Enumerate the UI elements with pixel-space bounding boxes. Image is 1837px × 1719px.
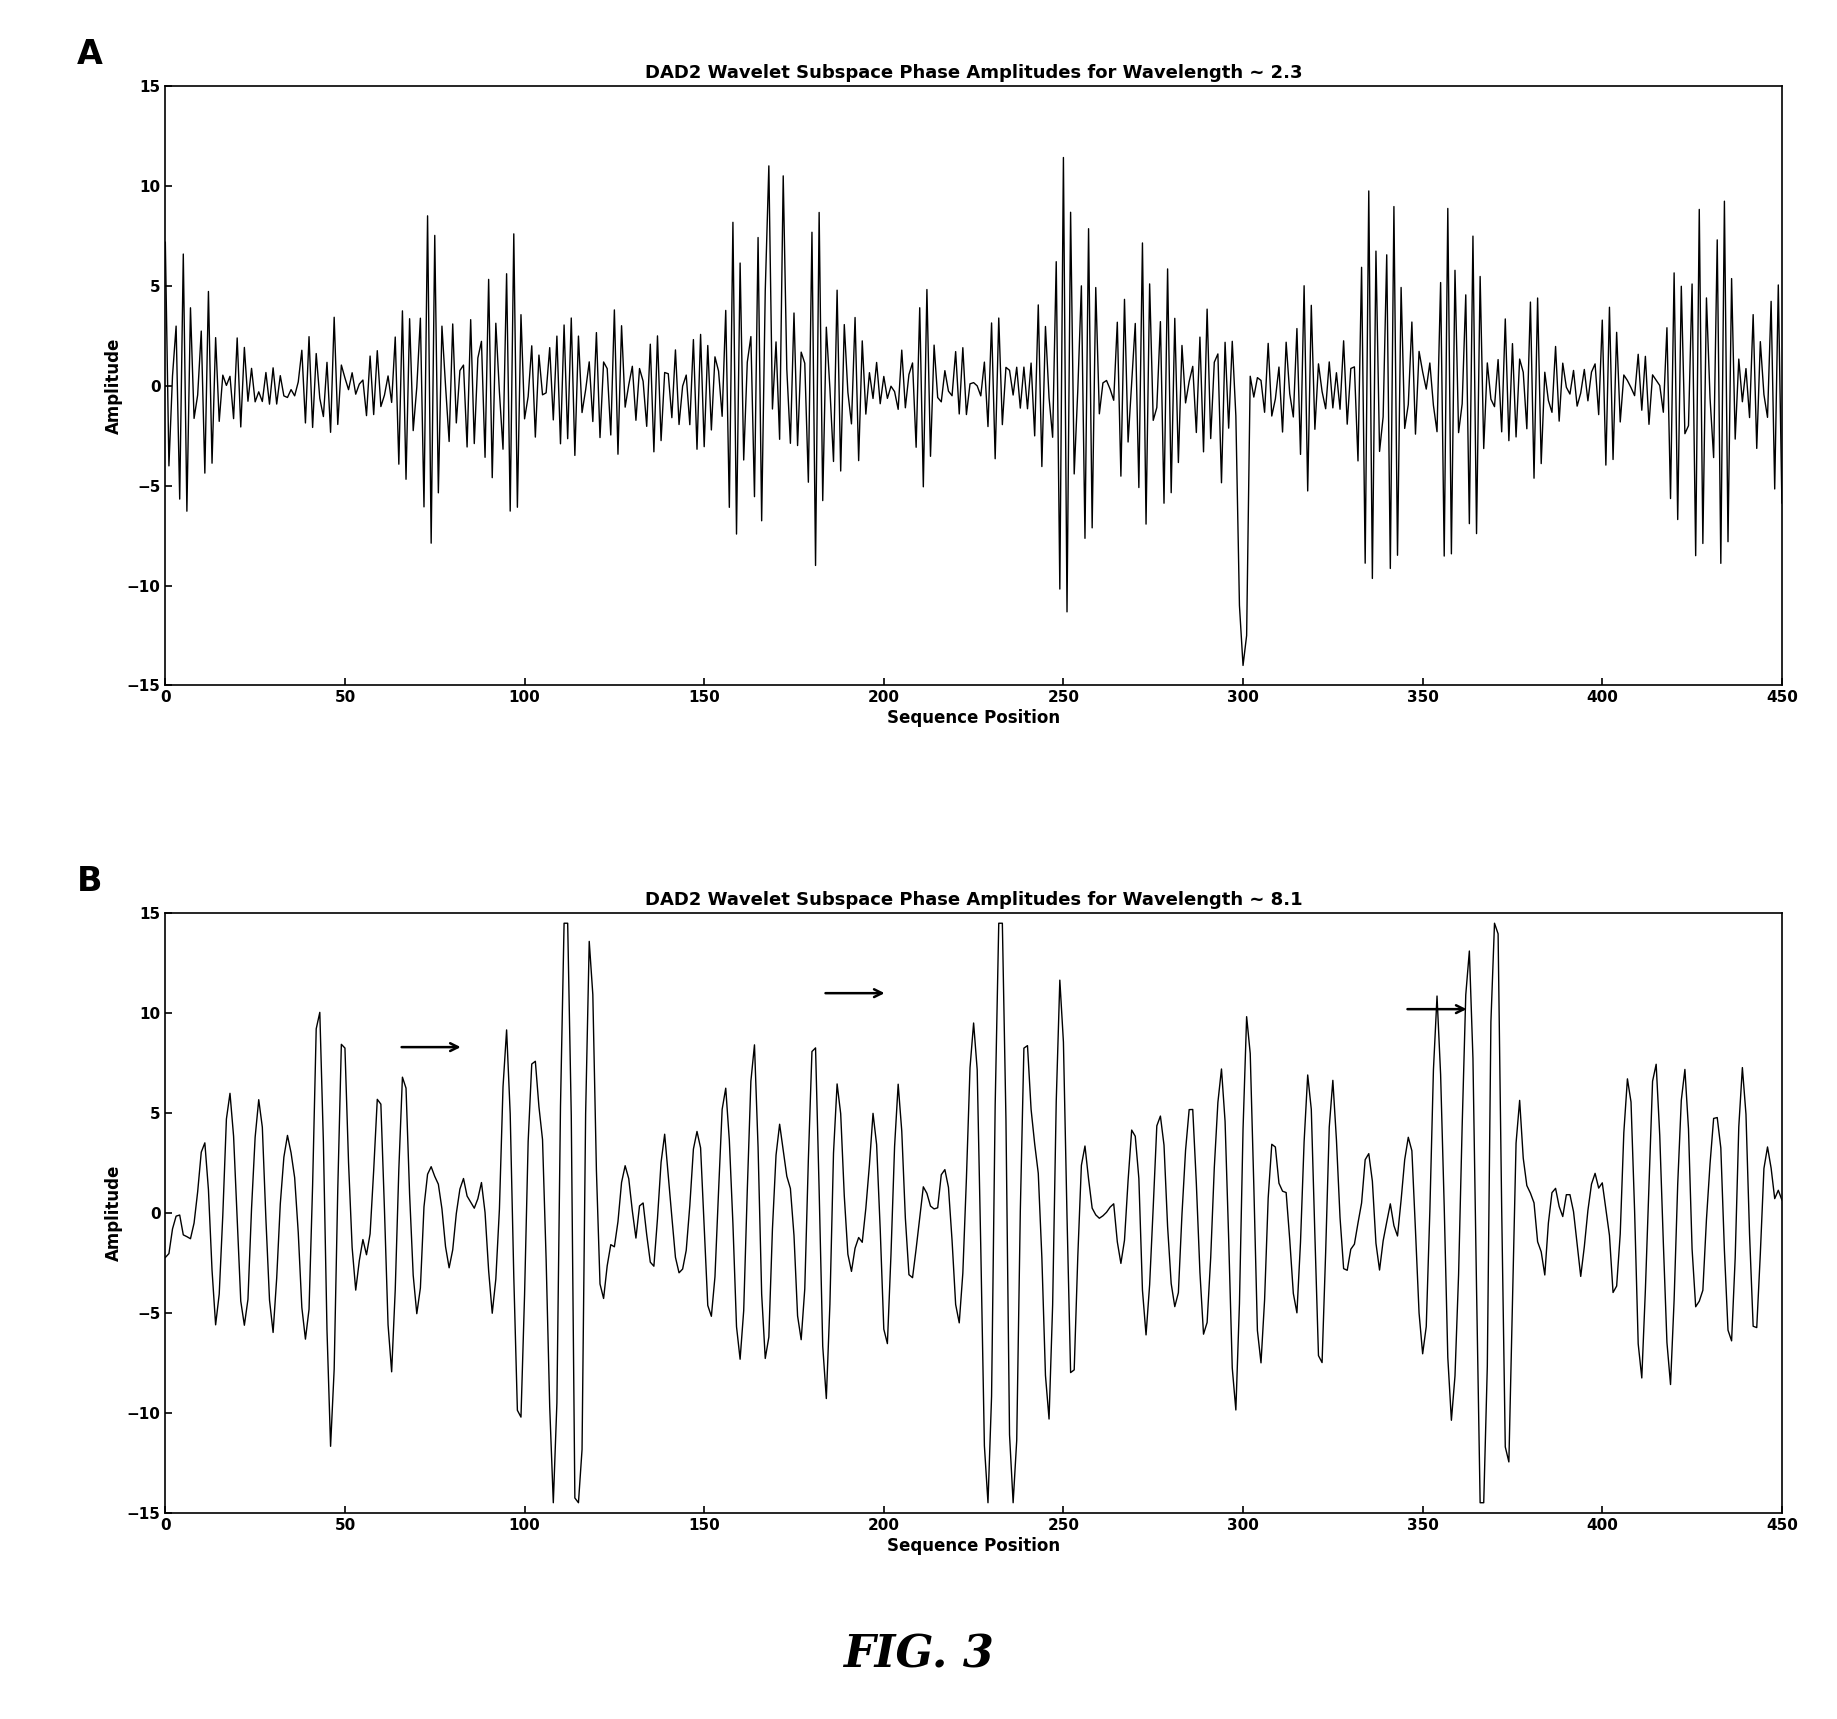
X-axis label: Sequence Position: Sequence Position — [887, 710, 1060, 727]
Title: DAD2 Wavelet Subspace Phase Amplitudes for Wavelength ~ 2.3: DAD2 Wavelet Subspace Phase Amplitudes f… — [645, 64, 1302, 81]
Text: FIG. 3: FIG. 3 — [843, 1633, 994, 1676]
Text: A: A — [77, 38, 103, 70]
X-axis label: Sequence Position: Sequence Position — [887, 1537, 1060, 1554]
Title: DAD2 Wavelet Subspace Phase Amplitudes for Wavelength ~ 8.1: DAD2 Wavelet Subspace Phase Amplitudes f… — [645, 890, 1302, 909]
Text: B: B — [77, 865, 101, 899]
Y-axis label: Amplitude: Amplitude — [105, 1165, 123, 1262]
Y-axis label: Amplitude: Amplitude — [105, 337, 123, 433]
